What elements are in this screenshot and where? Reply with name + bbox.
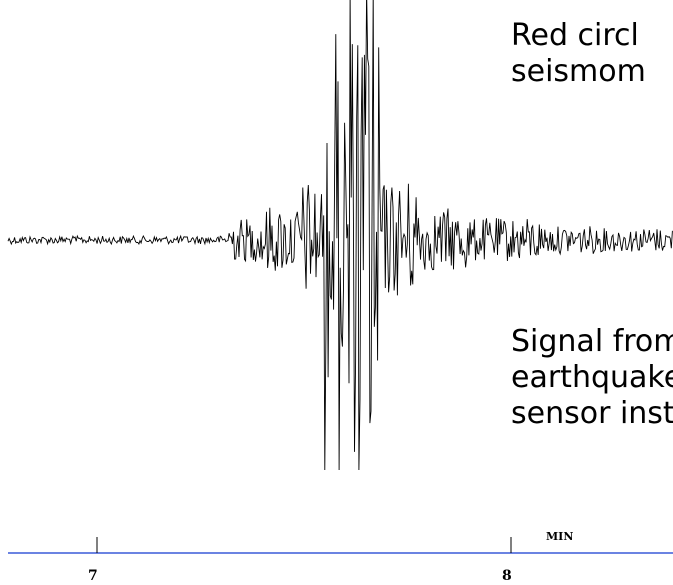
caption-bottom-line-2: earthquake [511, 360, 673, 395]
time-axis-tick-label-7: 7 [88, 568, 98, 584]
caption-bottom: Signal from earthquake sensor insta [511, 324, 673, 432]
caption-bottom-line-3: sensor insta [511, 396, 673, 431]
seismic-waveform [7, 0, 673, 471]
time-axis-tick-label-8: 8 [502, 568, 512, 584]
caption-bottom-line-1: Signal from [511, 324, 673, 359]
caption-top-line-1: Red circl [511, 18, 639, 53]
caption-top-line-2: seismom [511, 54, 646, 89]
time-axis-unit-label: MIN [546, 530, 574, 543]
caption-top: Red circl seismom [511, 18, 646, 90]
